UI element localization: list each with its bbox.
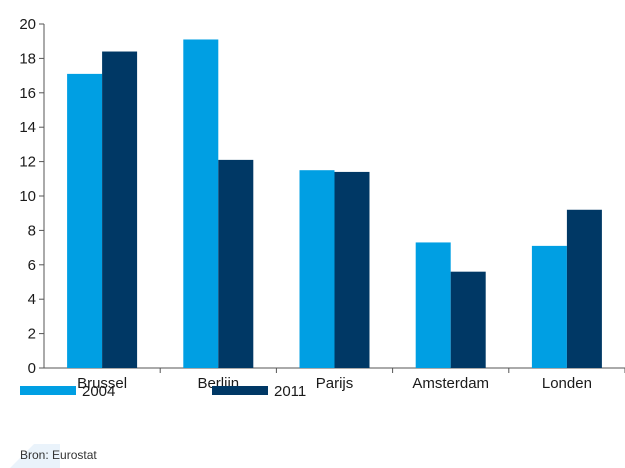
legend-swatch-2004 [20, 386, 76, 395]
legend-label-2011: 2011 [274, 383, 306, 400]
legend-swatch-2011 [212, 386, 268, 395]
bar-2004-brussel [67, 73, 103, 368]
y-tick-label: 6 [28, 257, 36, 274]
x-tick-label: Londen [542, 375, 592, 392]
y-tick-label: 2 [28, 326, 36, 343]
bar-2011-berlijn [218, 159, 254, 368]
x-tick-label: Parijs [316, 375, 354, 392]
bar-2004-parijs [299, 170, 335, 368]
bar-2004-berlijn [183, 39, 219, 368]
y-tick-label: 10 [19, 188, 36, 205]
y-tick-label: 16 [19, 85, 36, 102]
y-tick-label: 14 [19, 119, 36, 136]
corner-decoration [0, 444, 60, 468]
y-tick-labels: 0 2 4 6 8 10 12 14 16 18 20 [19, 16, 36, 377]
bar-2011-brussel [102, 51, 138, 369]
bars [67, 39, 602, 369]
y-tick-label: 18 [19, 50, 36, 67]
y-tick-label: 12 [19, 154, 36, 171]
y-tick-label: 4 [28, 291, 36, 308]
x-tick-label: Amsterdam [412, 375, 489, 392]
source-note: Bron: Eurostat [20, 448, 97, 462]
x-tick-label: Brussel [77, 375, 127, 392]
bar-2011-londen [566, 209, 602, 368]
bar-2004-amsterdam [415, 242, 451, 368]
legend-label-2004: 2004 [82, 383, 115, 400]
x-tick-labels: Brussel Berlijn Parijs Amsterdam Londen [77, 375, 592, 392]
legend: 2004 2011 [20, 383, 306, 400]
y-tick-label: 8 [28, 222, 36, 239]
y-tick-label: 0 [28, 360, 36, 377]
bar-2011-parijs [334, 171, 370, 368]
bar-2011-amsterdam [450, 271, 486, 368]
y-tick-label: 20 [19, 16, 36, 33]
bar-2004-londen [531, 245, 567, 368]
